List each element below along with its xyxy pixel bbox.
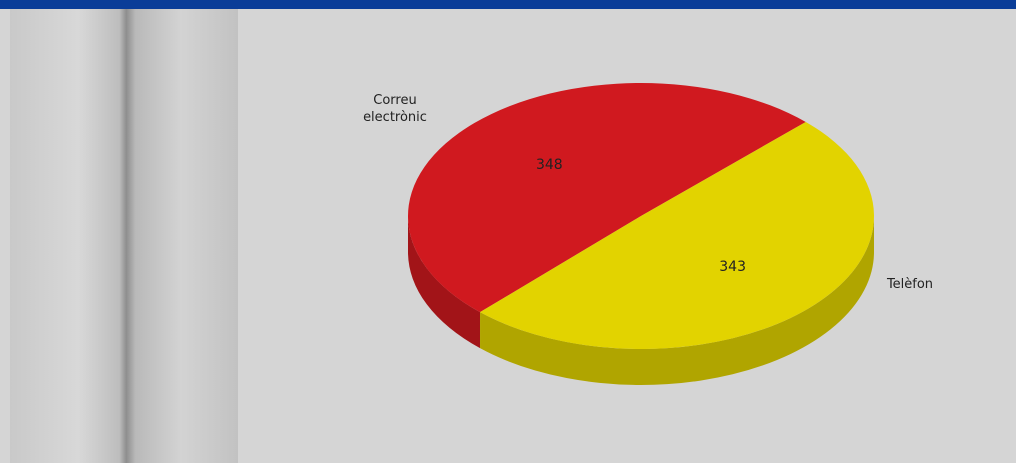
value-label: 343 — [719, 259, 746, 275]
slice-side — [408, 216, 481, 349]
header-bar — [0, 0, 1016, 9]
slice-label: Correu electrònic — [363, 93, 427, 125]
slice — [407, 82, 806, 313]
slice-label: Telèfon — [886, 277, 934, 292]
side-photo — [10, 9, 238, 463]
slice — [480, 121, 874, 349]
slice-side — [480, 216, 874, 385]
value-label: 348 — [536, 157, 563, 173]
